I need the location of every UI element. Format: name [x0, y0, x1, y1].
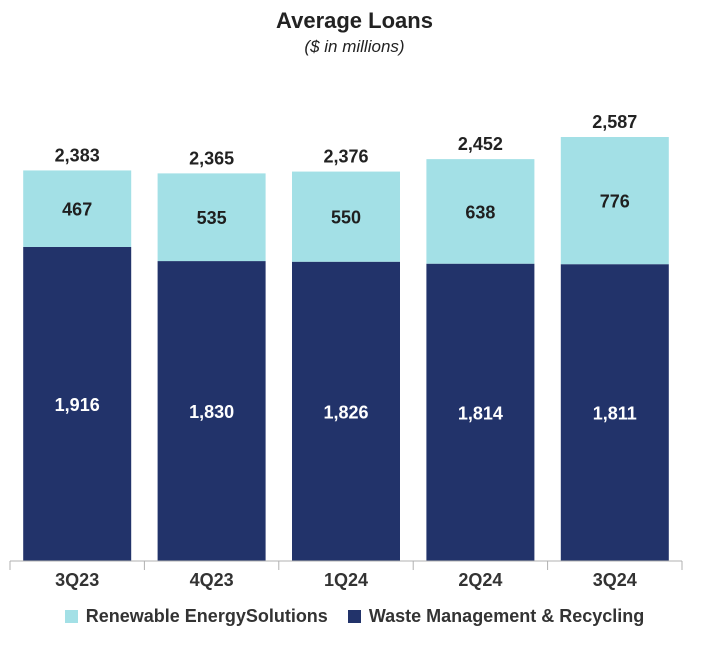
total-label-3q23: 2,383 [55, 145, 100, 165]
legend-swatch-waste [347, 610, 361, 623]
data-label-waste-4q23: 1,830 [189, 402, 234, 422]
bar-segment-renewable-2q24 [426, 159, 535, 264]
data-label-waste-3q23: 1,916 [55, 395, 100, 415]
legend-swatch-renewable [64, 610, 78, 623]
data-label-renewable-3q23: 467 [62, 200, 92, 220]
x-tick-label-2q24: 2Q24 [458, 570, 502, 590]
legend-label-renewable: Renewable EnergySolutions [85, 606, 328, 626]
legend-item-renewable: Renewable EnergySolutions [64, 606, 328, 627]
x-tick-label-3q23: 3Q23 [55, 570, 99, 590]
data-label-renewable-1q24: 550 [331, 208, 361, 228]
total-label-4q23: 2,365 [189, 148, 234, 168]
data-label-renewable-4q23: 535 [197, 208, 227, 228]
bar-segment-renewable-3q24 [560, 137, 669, 265]
bar-segment-waste-1q24 [292, 261, 400, 561]
data-label-waste-2q24: 1,814 [458, 403, 503, 423]
chart-subtitle: ($ in millions) [304, 37, 405, 56]
bar-segment-waste-3q23 [23, 246, 132, 561]
x-tick-label-4q23: 4Q23 [190, 570, 234, 590]
bar-segment-waste-3q24 [560, 264, 669, 561]
total-label-3q24: 2,587 [592, 112, 637, 132]
bar-segment-waste-4q23 [157, 261, 266, 561]
chart-title: Average Loans [276, 8, 433, 33]
data-label-waste-1q24: 1,826 [323, 402, 368, 422]
bar-segment-renewable-3q23 [23, 170, 132, 247]
legend-item-waste: Waste Management & Recycling [347, 606, 645, 627]
chart-legend: Renewable EnergySolutions Waste Manageme… [0, 606, 709, 627]
bar-segment-renewable-1q24 [292, 171, 400, 262]
data-label-renewable-3q24: 776 [600, 192, 630, 212]
total-label-1q24: 2,376 [323, 147, 368, 167]
bar-segment-waste-2q24 [426, 263, 535, 561]
bar-segment-renewable-4q23 [157, 173, 266, 262]
legend-label-waste: Waste Management & Recycling [368, 606, 645, 626]
total-label-2q24: 2,452 [458, 134, 503, 154]
data-label-renewable-2q24: 638 [465, 202, 495, 222]
x-tick-label-3q24: 3Q24 [593, 570, 637, 590]
x-tick-label-1q24: 1Q24 [324, 570, 368, 590]
data-label-waste-3q24: 1,811 [593, 404, 637, 424]
